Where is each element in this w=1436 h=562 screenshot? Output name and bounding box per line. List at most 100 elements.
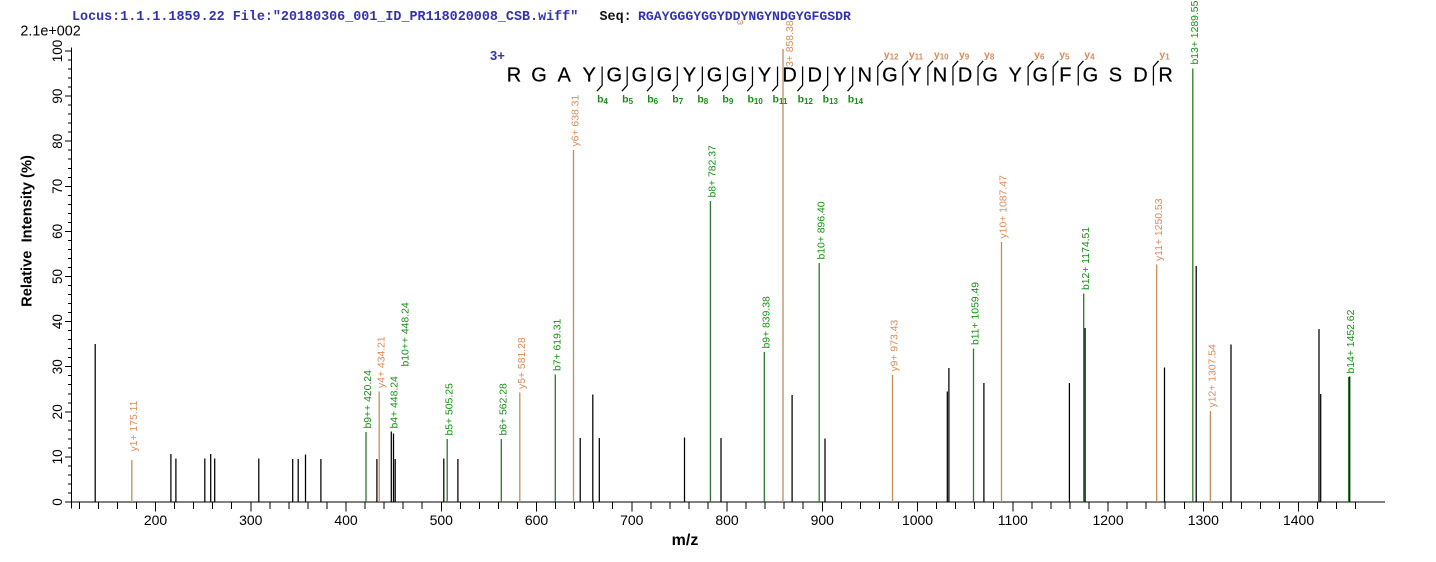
svg-text:1200: 1200 <box>1092 512 1123 528</box>
svg-text:Y: Y <box>1009 65 1022 87</box>
svg-text:b10: b10 <box>747 94 763 107</box>
svg-text:300: 300 <box>239 512 263 528</box>
svg-text:b6: b6 <box>647 94 658 107</box>
svg-text:80: 80 <box>50 134 65 149</box>
svg-text:30: 30 <box>50 359 65 374</box>
svg-text:S: S <box>1109 65 1122 87</box>
svg-text:R: R <box>1158 65 1172 87</box>
svg-text:G: G <box>657 65 673 87</box>
svg-text:y12+ 1307.54: y12+ 1307.54 <box>1208 344 1219 407</box>
svg-text:G: G <box>531 65 547 87</box>
svg-text:1000: 1000 <box>902 512 933 528</box>
svg-text:0: 0 <box>50 498 65 506</box>
svg-text:b11: b11 <box>773 94 788 107</box>
svg-text:10: 10 <box>50 449 65 464</box>
svg-text:b9++ 420.24: b9++ 420.24 <box>363 370 374 429</box>
svg-text:Y: Y <box>833 65 846 87</box>
svg-text:900: 900 <box>811 512 835 528</box>
svg-text:ω: ω <box>737 18 743 27</box>
svg-text:y5+ 581.28: y5+ 581.28 <box>517 337 528 389</box>
svg-text:G: G <box>1032 65 1048 87</box>
svg-text:50: 50 <box>50 269 65 284</box>
svg-text:b4: b4 <box>597 94 608 107</box>
svg-text:y1+ 175.11: y1+ 175.11 <box>129 400 140 451</box>
svg-text:20: 20 <box>50 404 65 419</box>
svg-text:D: D <box>782 65 796 87</box>
svg-text:2.1e+002: 2.1e+002 <box>20 24 80 40</box>
svg-text:y9: y9 <box>959 49 970 62</box>
svg-text:D: D <box>807 65 821 87</box>
svg-text:Seq:: Seq: <box>600 10 632 25</box>
svg-text:b5: b5 <box>622 94 633 107</box>
svg-text:Y: Y <box>758 65 771 87</box>
svg-text:Y: Y <box>583 65 596 87</box>
svg-text:b7+ 619.31: b7+ 619.31 <box>553 318 564 371</box>
svg-text:D: D <box>958 65 972 87</box>
svg-text:1100: 1100 <box>998 512 1028 528</box>
svg-text:1400: 1400 <box>1283 512 1314 528</box>
svg-text:y4: y4 <box>1084 49 1095 62</box>
svg-text:b10++ 448.24: b10++ 448.24 <box>401 302 412 366</box>
svg-text:b12: b12 <box>798 94 814 107</box>
svg-text:Y: Y <box>908 65 921 87</box>
svg-text:N: N <box>858 65 872 87</box>
svg-text:3+: 3+ <box>490 48 505 63</box>
svg-text:R: R <box>507 65 521 87</box>
svg-text:y5: y5 <box>1059 49 1070 62</box>
svg-text:G: G <box>732 65 748 87</box>
svg-text:y10: y10 <box>934 49 949 62</box>
svg-text:b7: b7 <box>672 94 683 107</box>
svg-text:70: 70 <box>50 179 65 194</box>
svg-text:40: 40 <box>50 314 65 329</box>
svg-text:D: D <box>1133 65 1147 87</box>
svg-text:RGAYGGGYGGYDDYNGYNDGYGFGSDR: RGAYGGGYGGYDDYNGYNDGYGFGSDR <box>638 9 851 24</box>
svg-text:G: G <box>606 65 622 87</box>
svg-text:b6+ 562.28: b6+ 562.28 <box>499 383 510 436</box>
svg-text:y6+ 638.31: y6+ 638.31 <box>571 95 582 147</box>
svg-text:A: A <box>557 65 571 87</box>
svg-text:100: 100 <box>50 40 65 63</box>
svg-text:b14: b14 <box>848 94 864 107</box>
svg-text:b13+ 1289.55: b13+ 1289.55 <box>1190 0 1201 64</box>
svg-text:m/z: m/z <box>672 532 699 549</box>
svg-text:700: 700 <box>620 512 644 528</box>
svg-text:y6: y6 <box>1034 49 1045 62</box>
svg-text:800: 800 <box>715 512 739 528</box>
svg-text:y8: y8 <box>984 49 995 62</box>
svg-text:y4+ 434.21: y4+ 434.21 <box>376 336 387 388</box>
svg-text:90: 90 <box>50 89 65 104</box>
svg-text:N: N <box>933 65 947 87</box>
svg-text:b5+ 505.25: b5+ 505.25 <box>444 383 455 436</box>
svg-text:F: F <box>1059 65 1071 87</box>
svg-text:b4+ 448.24: b4+ 448.24 <box>389 376 400 429</box>
svg-text:b10+ 896.40: b10+ 896.40 <box>816 201 827 259</box>
svg-text:Y: Y <box>683 65 696 87</box>
svg-text:G: G <box>632 65 648 87</box>
svg-text:G: G <box>882 65 898 87</box>
svg-text:y9+ 973.43: y9+ 973.43 <box>890 320 901 372</box>
svg-text:400: 400 <box>334 512 358 528</box>
svg-text:200: 200 <box>144 512 168 528</box>
svg-text:y1: y1 <box>1159 49 1170 62</box>
svg-text:y12: y12 <box>884 49 899 62</box>
svg-text:G: G <box>982 65 998 87</box>
svg-text:b8: b8 <box>697 94 708 107</box>
svg-text:3+ 858.38: 3+ 858.38 <box>785 20 796 67</box>
svg-text:y11: y11 <box>909 49 924 62</box>
svg-text:b14+ 1452.62: b14+ 1452.62 <box>1346 309 1357 373</box>
svg-text:60: 60 <box>50 224 65 239</box>
svg-text:G: G <box>707 65 723 87</box>
svg-text:b8+ 782.37: b8+ 782.37 <box>708 145 719 198</box>
svg-text:1300: 1300 <box>1188 512 1219 528</box>
svg-text:600: 600 <box>525 512 549 528</box>
svg-text:b11+ 1059.49: b11+ 1059.49 <box>971 282 982 345</box>
svg-text:b9+ 839.38: b9+ 839.38 <box>762 296 773 349</box>
svg-text:y10+ 1087.47: y10+ 1087.47 <box>999 175 1010 238</box>
svg-text:y11+ 1250.53: y11+ 1250.53 <box>1154 198 1165 261</box>
svg-text:Locus:1.1.1.1859.22 File:"2018: Locus:1.1.1.1859.22 File:"20180306_001_I… <box>72 10 578 25</box>
svg-text:b13: b13 <box>823 94 839 107</box>
svg-text:G: G <box>1083 65 1099 87</box>
svg-text:Relative Intensity (%): Relative Intensity (%) <box>20 155 36 307</box>
svg-text:b9: b9 <box>722 94 733 107</box>
svg-text:500: 500 <box>430 512 454 528</box>
